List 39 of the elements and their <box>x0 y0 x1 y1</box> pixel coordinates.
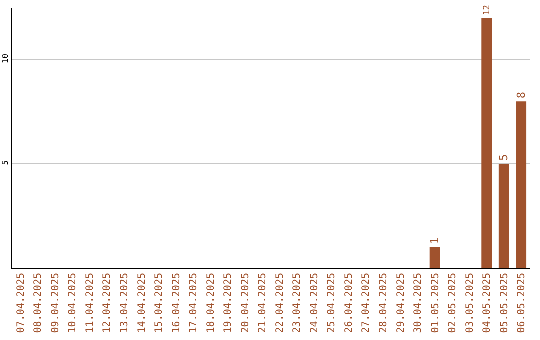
x-tick-label: 20.04.2025 <box>240 273 252 334</box>
x-tick-label: 13.04.2025 <box>119 273 130 334</box>
x-tick-label: 10.04.2025 <box>68 273 79 334</box>
x-tick-label: 06.05.2025 <box>516 273 528 334</box>
bar <box>482 18 492 268</box>
x-tick-label: 27.04.2025 <box>361 273 372 334</box>
x-tick-label: 22.04.2025 <box>274 273 286 334</box>
x-tick-label: 24.04.2025 <box>309 273 320 334</box>
x-tick-label: 16.04.2025 <box>171 273 182 334</box>
bar <box>430 247 440 268</box>
x-tick-label: 04.05.2025 <box>482 273 494 334</box>
x-tick-label: 21.04.2025 <box>258 273 269 334</box>
x-tick-label: 03.05.2025 <box>464 273 476 334</box>
x-tick-label: 19.04.2025 <box>223 273 234 334</box>
x-tick-label: 15.04.2025 <box>154 273 166 334</box>
data-label: 8 <box>514 92 528 99</box>
data-label: 12 <box>482 5 493 16</box>
x-tick-label: 25.04.2025 <box>326 273 338 334</box>
data-label: 5 <box>498 154 511 161</box>
x-tick-label: 01.05.2025 <box>430 273 442 334</box>
x-tick-label: 07.04.2025 <box>16 273 27 334</box>
x-tick-label: 09.04.2025 <box>50 273 62 334</box>
x-tick-label: 18.04.2025 <box>206 273 217 334</box>
x-tick-label: 08.04.2025 <box>33 273 44 334</box>
x-tick-label: 29.04.2025 <box>396 273 407 334</box>
bar <box>498 164 510 268</box>
x-tick-label: 02.05.2025 <box>448 273 459 334</box>
x-tick-label: 11.04.2025 <box>84 273 96 334</box>
x-tick-label: 17.04.2025 <box>188 273 200 334</box>
x-tick-label: 05.05.2025 <box>499 273 510 334</box>
x-tick-label: 14.04.2025 <box>136 273 148 334</box>
x-tick-label: 12.04.2025 <box>102 273 114 334</box>
x-tick-label: 23.04.2025 <box>292 273 304 334</box>
y-tick-label: 10 <box>0 54 10 64</box>
data-label: 1 <box>428 238 442 244</box>
x-tick-label: 30.04.2025 <box>413 273 424 334</box>
x-tick-label: 28.04.2025 <box>378 273 390 334</box>
x-tick-label: 26.04.2025 <box>344 273 355 334</box>
bar <box>516 102 527 268</box>
